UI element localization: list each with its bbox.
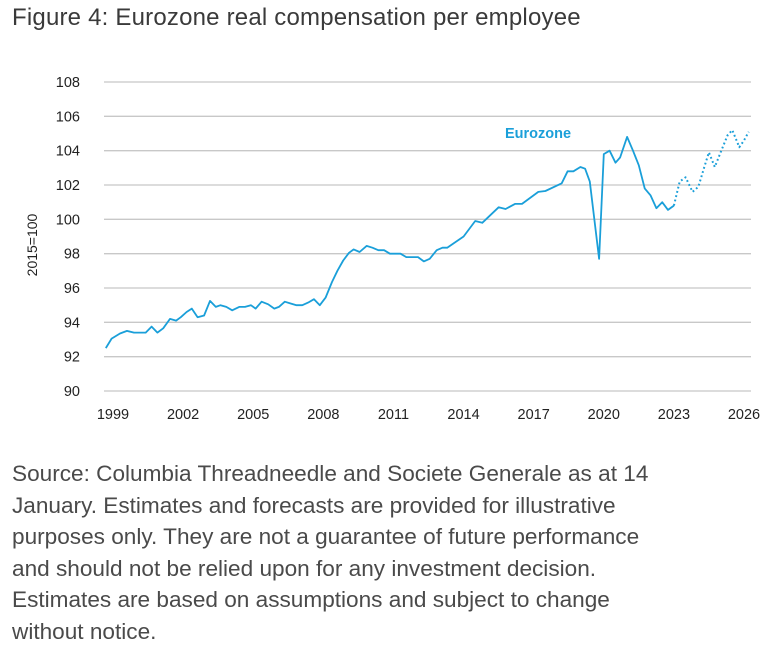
series-line-dotted: [672, 129, 750, 206]
y-tick-label: 90: [64, 384, 80, 400]
x-tick-label: 1999: [97, 407, 129, 423]
y-tick-label: 108: [56, 75, 80, 91]
line-chart: 90 92 94 96 98 100 102 104 106 108 1999 2002 2005 20…: [24, 75, 760, 423]
y-tick-label: 102: [56, 178, 80, 194]
x-tick-label: 2020: [588, 407, 620, 423]
figure-title: Figure 4: Eurozone real compensation per…: [12, 4, 581, 31]
y-tick-label: 94: [64, 315, 80, 331]
y-tick-label: 96: [64, 281, 80, 297]
x-tick-label: 2017: [518, 407, 550, 423]
source-line: Estimates are based on assumptions and s…: [12, 587, 610, 613]
y-tick-label: 98: [64, 247, 80, 263]
x-tick-label: 2008: [307, 407, 339, 423]
source-line: purposes only. They are not a guarantee …: [12, 524, 640, 550]
y-tick-label: 92: [64, 350, 80, 366]
y-tick-label: 104: [56, 144, 80, 160]
x-tick-label: 2026: [728, 407, 760, 423]
source-note: Source: Columbia Threadneedle and Societ…: [12, 458, 648, 648]
x-tick-labels: 1999 2002 2005 2008 2011 2014 2017 2020 2023 2026: [97, 407, 760, 423]
series-lines: [105, 129, 750, 349]
y-axis-label: 2015=100: [24, 213, 40, 276]
series-label-eurozone: Eurozone: [505, 126, 571, 142]
y-tick-label: 100: [56, 212, 80, 228]
x-tick-label: 2002: [167, 407, 199, 423]
source-line: and should not be relied upon for any in…: [12, 555, 597, 581]
x-tick-label: 2023: [658, 407, 690, 423]
x-tick-label: 2011: [378, 407, 409, 423]
y-tick-labels: 90 92 94 96 98 100 102 104 106 108: [56, 75, 80, 400]
x-tick-label: 2005: [237, 407, 269, 423]
source-line: Source: Columbia Threadneedle and Societ…: [12, 461, 649, 486]
y-tick-label: 106: [56, 109, 80, 125]
source-line: January. Estimates and forecasts are pro…: [12, 492, 616, 518]
x-tick-label: 2014: [447, 407, 479, 423]
gridlines: [104, 81, 751, 392]
source-line: without notice.: [12, 618, 157, 644]
series-line-solid: [105, 136, 675, 349]
